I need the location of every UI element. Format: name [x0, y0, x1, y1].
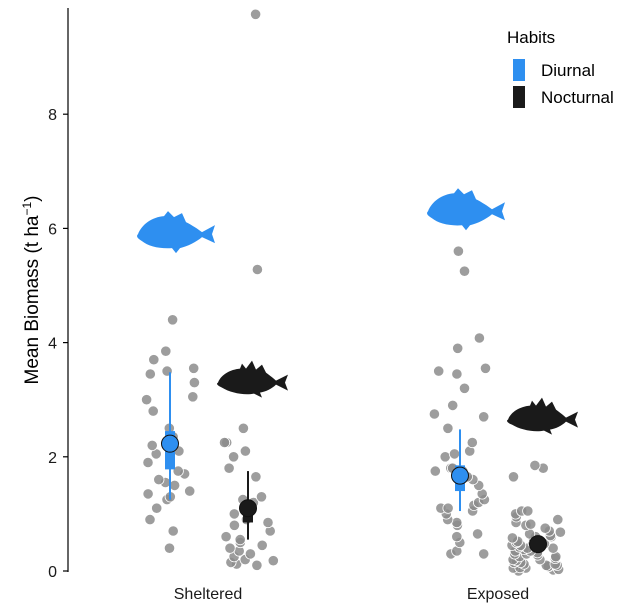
data-point [451, 531, 463, 543]
data-point [142, 456, 154, 469]
nocturnal-fish-icon [507, 397, 578, 435]
data-point [442, 502, 454, 514]
data-point [188, 362, 200, 374]
data-point [234, 533, 246, 546]
data-point [151, 502, 163, 514]
legend-title: Habits [507, 28, 555, 47]
data-point [224, 542, 236, 554]
data-point [471, 528, 484, 540]
diurnal-fish-icon [137, 211, 215, 254]
data-point [433, 365, 445, 377]
x-tick-label: Sheltered [174, 586, 243, 603]
data-point [522, 505, 534, 517]
data-point [529, 459, 541, 471]
data-point [479, 362, 492, 374]
y-tick-label: 8 [48, 107, 57, 124]
data-point [220, 531, 232, 543]
x-axis-ticks: Sheltered Exposed [174, 586, 529, 603]
data-point [228, 508, 240, 520]
data-point [428, 408, 440, 420]
y-axis-title-main: Mean Biomass (t ha [22, 215, 43, 384]
data-point [448, 448, 461, 460]
data-point [163, 542, 176, 554]
legend-label-diurnal: Diurnal [541, 61, 595, 80]
data-point [447, 399, 459, 411]
data-point [239, 445, 251, 457]
y-tick-label: 6 [48, 221, 57, 238]
summary-statistics [161, 372, 547, 554]
data-point [458, 382, 471, 394]
data-point [452, 342, 464, 354]
data-point [458, 265, 471, 277]
data-point [160, 345, 172, 357]
legend: Habits Diurnal Nocturnal [507, 28, 614, 108]
y-axis-title-superscript: −1 [20, 202, 34, 216]
legend-swatch-diurnal [513, 59, 525, 81]
mean-marker [529, 535, 547, 554]
mean-marker [451, 466, 469, 485]
y-tick-label: 0 [48, 564, 57, 581]
data-point [251, 263, 263, 276]
mean-marker [239, 499, 257, 518]
data-point [478, 548, 490, 560]
data-point [547, 542, 559, 554]
fish-icons [137, 188, 578, 435]
data-point [142, 488, 154, 500]
data-point [244, 548, 256, 560]
data-point [237, 422, 249, 434]
data-point [148, 354, 160, 366]
y-axis-ticks: 0 2 4 6 8 [48, 107, 68, 581]
data-point [552, 513, 564, 526]
y-tick-label: 4 [48, 336, 57, 353]
data-points [141, 8, 567, 577]
data-point [188, 376, 200, 389]
data-point [539, 522, 551, 534]
data-point [525, 518, 537, 530]
legend-label-nocturnal: Nocturnal [541, 88, 614, 107]
nocturnal-fish-icon [217, 360, 288, 398]
data-point [167, 525, 179, 537]
data-point [451, 368, 463, 380]
data-point [256, 539, 268, 551]
data-point [228, 451, 240, 463]
data-point [442, 422, 454, 434]
data-point [429, 465, 441, 477]
data-point [144, 513, 156, 526]
x-tick-label: Exposed [467, 586, 529, 603]
data-point [223, 462, 235, 474]
data-point [507, 471, 520, 483]
data-point [184, 485, 196, 497]
data-point [255, 491, 268, 503]
data-point [439, 451, 451, 463]
data-point [187, 391, 199, 403]
data-point [146, 439, 158, 451]
data-point [473, 332, 485, 344]
data-point [141, 394, 153, 406]
data-point [250, 8, 262, 20]
data-point [218, 436, 231, 449]
data-point [172, 465, 184, 477]
data-point [267, 555, 279, 567]
y-axis-title-close: ) [22, 196, 43, 202]
y-axis-title: Mean Biomass (t ha−1) [20, 196, 43, 385]
data-point [144, 368, 156, 380]
data-point [228, 519, 240, 531]
data-point [506, 532, 519, 544]
data-point [167, 314, 179, 326]
data-point [466, 436, 478, 449]
data-point [153, 473, 165, 486]
data-point [251, 559, 263, 571]
data-point [250, 471, 262, 483]
data-point [262, 516, 274, 529]
y-tick-label: 2 [48, 450, 57, 467]
data-point [452, 245, 464, 257]
legend-swatch-nocturnal [513, 86, 525, 108]
diurnal-fish-icon [427, 188, 505, 231]
data-point [147, 405, 159, 417]
mean-marker [161, 434, 179, 453]
data-point [554, 526, 567, 538]
data-point [478, 411, 490, 423]
